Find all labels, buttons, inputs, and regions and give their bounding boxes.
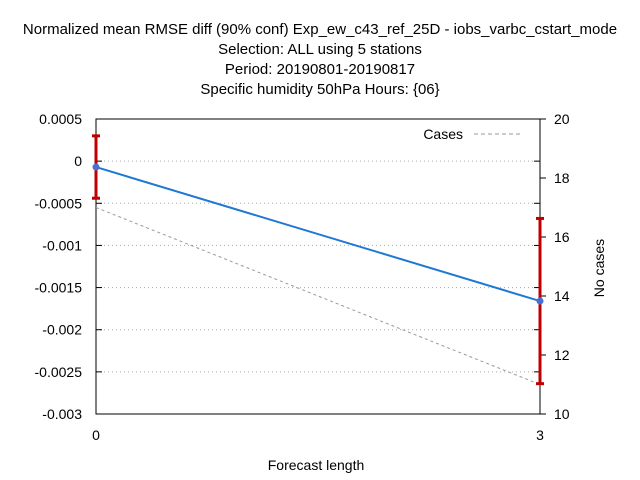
x-tick-label: 3 <box>536 427 544 443</box>
y-tick-label: 0 <box>74 153 82 169</box>
y-tick-label: -0.0025 <box>35 364 83 380</box>
grid-layer <box>96 160 540 373</box>
axis-layer: 0.0005 0 -0.0005 -0.001 -0.0015 -0.002 -0.0025… <box>35 111 570 443</box>
chart-title-line-1: Normalized mean RMSE diff (90% conf) Exp… <box>22 21 618 38</box>
chart-title-line-2: Selection: ALL using 5 stations <box>218 41 422 58</box>
y2-tick-label: 12 <box>554 347 570 363</box>
series-layer <box>92 134 544 386</box>
y2-tick-label: 16 <box>554 229 570 245</box>
y2-axis-label: No cases <box>591 239 607 297</box>
rmse-diff-line <box>95 166 541 303</box>
y-tick-label: -0.0015 <box>35 280 83 296</box>
y-tick-label: -0.002 <box>42 322 82 338</box>
chart-title-line-3: Period: 20190801-20190817 <box>224 61 416 78</box>
y-tick-label: 0.0005 <box>39 111 82 127</box>
legend: Cases <box>423 126 522 142</box>
x-axis-label: Forecast length <box>268 457 365 473</box>
chart-title-line-4: Specific humidity 50hPa Hours: {06} <box>200 81 440 98</box>
y-tick-label: -0.0005 <box>35 195 83 211</box>
x-tick-label: 0 <box>92 427 100 443</box>
y2-tick-label: 10 <box>554 406 570 422</box>
y2-tick-label: 14 <box>554 288 570 304</box>
cases-line <box>95 207 541 385</box>
y2-tick-label: 20 <box>554 111 570 127</box>
data-point <box>536 297 544 305</box>
legend-label-cases: Cases <box>423 126 463 142</box>
y2-tick-label: 18 <box>554 170 570 186</box>
plot-frame <box>95 118 541 415</box>
data-point <box>92 163 100 171</box>
y-tick-label: -0.001 <box>42 237 82 253</box>
y-tick-label: -0.003 <box>42 406 82 422</box>
